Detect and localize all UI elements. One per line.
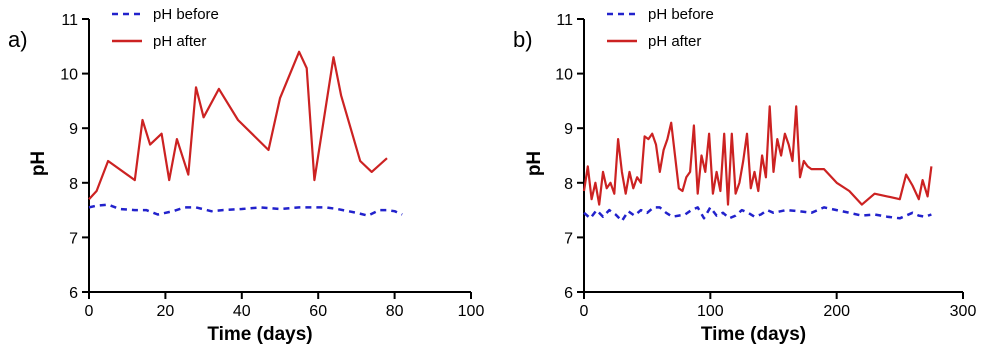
y-tick-label: 8 xyxy=(564,176,573,193)
legend-label: pH before xyxy=(648,6,714,23)
series-line-ph-before xyxy=(583,206,932,223)
y-tick-label: 9 xyxy=(564,121,573,138)
x-tick-label: 60 xyxy=(309,303,327,320)
x-tick-label: 300 xyxy=(950,303,977,320)
y-tick-label: 10 xyxy=(555,67,573,84)
y-tick-label: 6 xyxy=(69,285,78,302)
chart-panel-b: b) 6 7 8 9 10 11 0 100 200 300 pH Time (days) pH befo… xyxy=(513,6,976,345)
x-tick-label: 0 xyxy=(580,303,589,320)
y-tick-label: 11 xyxy=(556,12,573,29)
y-tick-label: 7 xyxy=(69,230,78,247)
x-tick-label: 100 xyxy=(458,303,485,320)
x-tick-label: 100 xyxy=(697,303,724,320)
x-tick-label: 0 xyxy=(85,303,94,320)
y-axis-label: pH xyxy=(28,151,49,176)
x-tick-label: 80 xyxy=(386,303,404,320)
x-axis-label: Time (days) xyxy=(207,324,312,345)
y-axis-label: pH xyxy=(524,151,545,176)
y-tick-label: 10 xyxy=(60,67,78,84)
panel-label: a) xyxy=(8,27,28,52)
y-tick-label: 11 xyxy=(61,12,78,29)
chart-panel-a: a) 6 7 8 9 10 11 0 20 40 60 80 100 pH Time (days) pH be… xyxy=(8,6,484,345)
legend-label: pH before xyxy=(153,6,219,23)
x-tick-label: 200 xyxy=(823,303,850,320)
y-tick-label: 9 xyxy=(69,121,78,138)
x-tick-label: 40 xyxy=(233,303,251,320)
y-tick-label: 8 xyxy=(69,176,78,193)
y-tick-label: 6 xyxy=(564,285,573,302)
series-line-ph-after xyxy=(582,105,933,206)
legend-label: pH after xyxy=(648,33,701,50)
x-axis-label: Time (days) xyxy=(701,324,806,345)
legend-label: pH after xyxy=(153,33,206,50)
panel-label: b) xyxy=(513,27,533,52)
series-line-ph-before xyxy=(88,203,403,217)
series-line-ph-after xyxy=(88,50,388,200)
y-tick-label: 7 xyxy=(564,230,573,247)
x-tick-label: 20 xyxy=(157,303,175,320)
